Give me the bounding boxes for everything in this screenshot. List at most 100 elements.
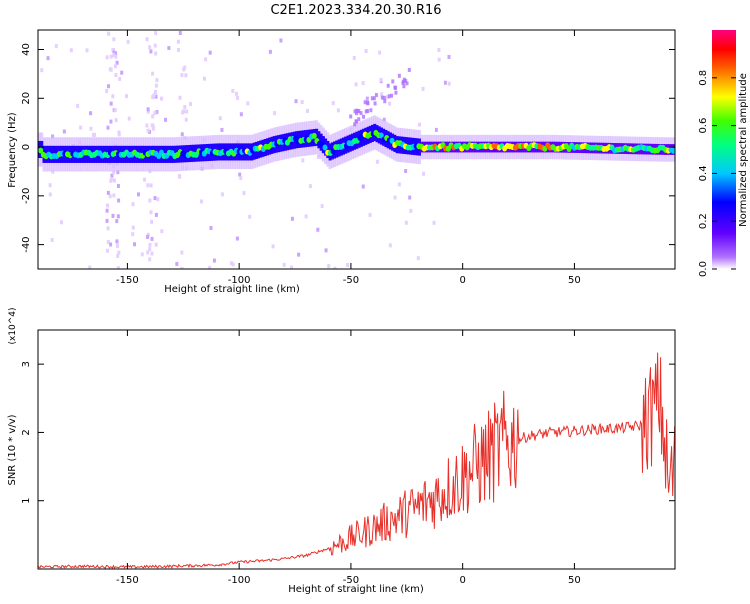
- heat-speckle: [238, 172, 242, 177]
- snr-ytick-label-2: 3: [21, 361, 32, 367]
- heat-speckle: [393, 195, 397, 200]
- heat-speckle: [46, 56, 50, 61]
- spectrogram-xtick-label-1: -100: [228, 275, 251, 286]
- heat-speckle: [290, 265, 294, 269]
- heat-branch-cell: [397, 73, 401, 78]
- heat-speckle: [304, 214, 308, 219]
- heat-speckle: [155, 110, 159, 115]
- heat-speckle: [422, 171, 426, 176]
- heat-speckle: [153, 43, 157, 48]
- heat-speckle: [154, 51, 158, 56]
- snr-xtick-label-4: 50: [568, 575, 581, 586]
- heat-speckle: [149, 49, 153, 54]
- heat-speckle: [437, 47, 441, 52]
- spectrogram-heatmap: [38, 30, 675, 269]
- heat-speckle: [105, 208, 109, 213]
- snr-xtick-label-3: 0: [459, 575, 465, 586]
- heat-speckle: [151, 71, 155, 76]
- heat-speckle: [208, 265, 212, 269]
- heat-core-cell: [311, 132, 317, 139]
- heat-speckle: [149, 183, 153, 188]
- spectrogram-frame: [37, 29, 676, 270]
- heat-speckle: [354, 82, 358, 87]
- heat-speckle: [178, 174, 182, 179]
- heat-speckle: [109, 67, 113, 72]
- heat-speckle: [113, 107, 117, 112]
- snr-multiplier: (x10^4): [8, 307, 18, 344]
- heat-speckle: [89, 126, 93, 131]
- heat-speckle: [180, 132, 184, 137]
- heat-branch-cell: [394, 85, 398, 90]
- heat-branch-cell: [357, 117, 361, 122]
- heat-speckle: [220, 192, 224, 197]
- heat-speckle: [273, 111, 277, 116]
- heat-speckle: [146, 107, 150, 112]
- heat-speckle: [127, 116, 131, 121]
- heat-speckle: [146, 232, 150, 237]
- heat-speckle: [48, 183, 52, 188]
- heat-speckle: [218, 116, 222, 121]
- heat-speckle: [151, 114, 155, 119]
- heat-speckle: [208, 50, 212, 55]
- heat-speckle: [361, 81, 365, 86]
- heat-speckle: [447, 81, 451, 86]
- heat-speckle: [146, 128, 150, 133]
- heat-speckle: [189, 102, 193, 107]
- heat-speckle: [421, 86, 425, 91]
- snr-xtick-label-1: -100: [228, 575, 251, 586]
- heat-speckle: [112, 178, 116, 183]
- heat-branch-cell: [382, 95, 386, 100]
- heat-band: [326, 140, 330, 159]
- heat-speckle: [378, 50, 382, 55]
- heat-speckle: [336, 108, 340, 113]
- heat-speckle: [112, 170, 116, 175]
- heat-speckle: [146, 250, 150, 255]
- heat-speckle: [331, 101, 335, 106]
- heat-speckle: [150, 236, 154, 241]
- heat-speckle: [271, 244, 275, 249]
- heat-speckle: [115, 60, 119, 65]
- heat-speckle: [316, 155, 320, 160]
- heat-speckle: [88, 265, 92, 269]
- heat-speckle: [154, 94, 158, 99]
- heat-speckle: [131, 225, 135, 230]
- spectrogram-xlabel: Height of straight line (km): [164, 284, 300, 295]
- heat-speckle: [352, 55, 356, 60]
- heat-speckle: [382, 117, 386, 122]
- heat-speckle: [154, 31, 158, 36]
- heat-speckle: [145, 37, 149, 42]
- heat-speckle: [114, 54, 118, 59]
- heat-speckle: [155, 78, 159, 83]
- snr-xlabel: Height of straight line (km): [288, 584, 424, 595]
- heat-speckle: [125, 94, 129, 99]
- heat-speckle: [106, 203, 110, 208]
- heat-speckle: [160, 96, 164, 101]
- snr-ytick-label-0: 1: [21, 498, 32, 504]
- heat-speckle: [184, 73, 188, 78]
- heat-speckle: [154, 83, 158, 88]
- heat-speckle: [234, 91, 238, 96]
- heat-branch-cell: [369, 108, 373, 113]
- heat-speckle: [40, 68, 44, 73]
- heat-branch-cell: [353, 109, 357, 114]
- heat-speckle: [180, 266, 184, 269]
- spectrogram-ylabel: Frequency (Hz): [7, 112, 18, 188]
- heat-speckle: [301, 158, 305, 163]
- spectrogram-ytick-label-4: -40: [21, 236, 32, 252]
- heat-speckle: [59, 220, 63, 225]
- spectrogram-xtick-label-4: 50: [568, 275, 581, 286]
- heat-speckle: [148, 45, 152, 50]
- heat-speckle: [409, 208, 413, 213]
- heat-speckle: [150, 219, 154, 224]
- spectrogram-panel: -150 -100 -50 0 50 40 20 0 -20 -40 Height of stra…: [7, 29, 676, 295]
- heat-speckle: [380, 92, 384, 97]
- heat-speckle: [239, 176, 243, 181]
- heat-speckle: [320, 204, 324, 209]
- heat-speckle: [199, 199, 203, 204]
- heat-speckle: [110, 173, 114, 178]
- heat-speckle: [126, 39, 130, 44]
- heat-speckle: [282, 262, 286, 267]
- heat-speckle: [106, 190, 110, 195]
- heat-speckle: [131, 232, 135, 237]
- heat-speckle: [117, 132, 121, 137]
